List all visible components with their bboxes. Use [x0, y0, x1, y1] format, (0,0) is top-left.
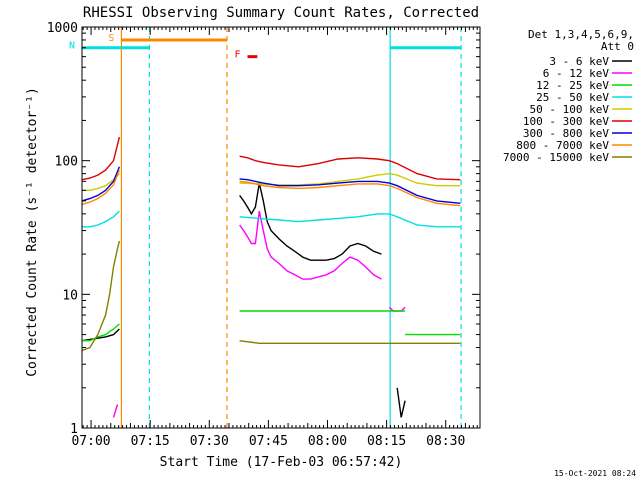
x-tick-label: 08:00	[308, 434, 347, 449]
series-line	[239, 210, 382, 280]
x-tick-label: 08:15	[367, 434, 406, 449]
chart-title: RHESSI Observing Summary Count Rates, Co…	[83, 5, 479, 21]
series-line	[239, 180, 461, 207]
y-axis-label: Corrected Count Rate (s⁻¹ detector⁻¹)	[25, 87, 40, 377]
series-line	[239, 155, 461, 181]
series-line	[82, 210, 120, 228]
y-axis: 1 10 100 1000	[47, 21, 480, 437]
legend-label: 3 - 6 keV	[549, 55, 609, 68]
state-label: F	[235, 50, 241, 61]
legend-label: 800 - 7000 keV	[516, 139, 609, 152]
legend-label: 12 - 25 keV	[536, 79, 609, 92]
plot-frame	[81, 26, 481, 429]
legend-label: 300 - 800 keV	[523, 127, 609, 140]
plot-clip-group	[82, 27, 462, 428]
series-line	[239, 172, 461, 187]
legend-label: 7000 - 15000 keV	[503, 151, 609, 164]
series-line	[239, 182, 382, 261]
series-line	[239, 213, 461, 228]
series-line	[112, 404, 119, 418]
footer-timestamp: 15-Oct-2021 08:24	[554, 469, 636, 478]
x-axis-label: Start Time (17-Feb-03 06:57:42)	[160, 455, 403, 470]
x-tick-label: 08:30	[426, 434, 465, 449]
x-tick-label: 07:45	[249, 434, 288, 449]
x-tick-label: 07:00	[71, 434, 110, 449]
legend-header: Det 1,3,4,5,6,9,	[528, 28, 634, 41]
legend-label: 100 - 300 keV	[523, 115, 609, 128]
y-tick-label: 100	[55, 155, 78, 170]
x-tick-label: 07:15	[131, 434, 170, 449]
legend-label: 6 - 12 keV	[543, 67, 610, 80]
series-line	[82, 166, 121, 202]
x-tick-label: 07:30	[190, 434, 229, 449]
series-line	[239, 340, 461, 344]
series-line	[82, 136, 121, 181]
y-tick-label: 1000	[47, 21, 78, 36]
series-line	[82, 240, 121, 352]
series-line	[82, 328, 120, 342]
legend-header: Att 0	[601, 40, 634, 53]
series-line	[396, 387, 406, 418]
y-tick-label: 10	[62, 288, 78, 303]
series-line	[82, 169, 121, 206]
plot-area: S N F	[69, 27, 462, 428]
state-label: N	[69, 41, 75, 52]
series-line	[239, 178, 461, 204]
state-label: S	[108, 33, 114, 44]
legend-label: 50 - 100 keV	[530, 103, 610, 116]
series-line	[82, 323, 120, 342]
x-axis: 07:00 07:15 07:30 07:45 08:00 08:15 08:30	[71, 27, 478, 449]
y-tick-label: 1	[70, 422, 78, 437]
legend-label: 25 - 50 keV	[536, 91, 609, 104]
